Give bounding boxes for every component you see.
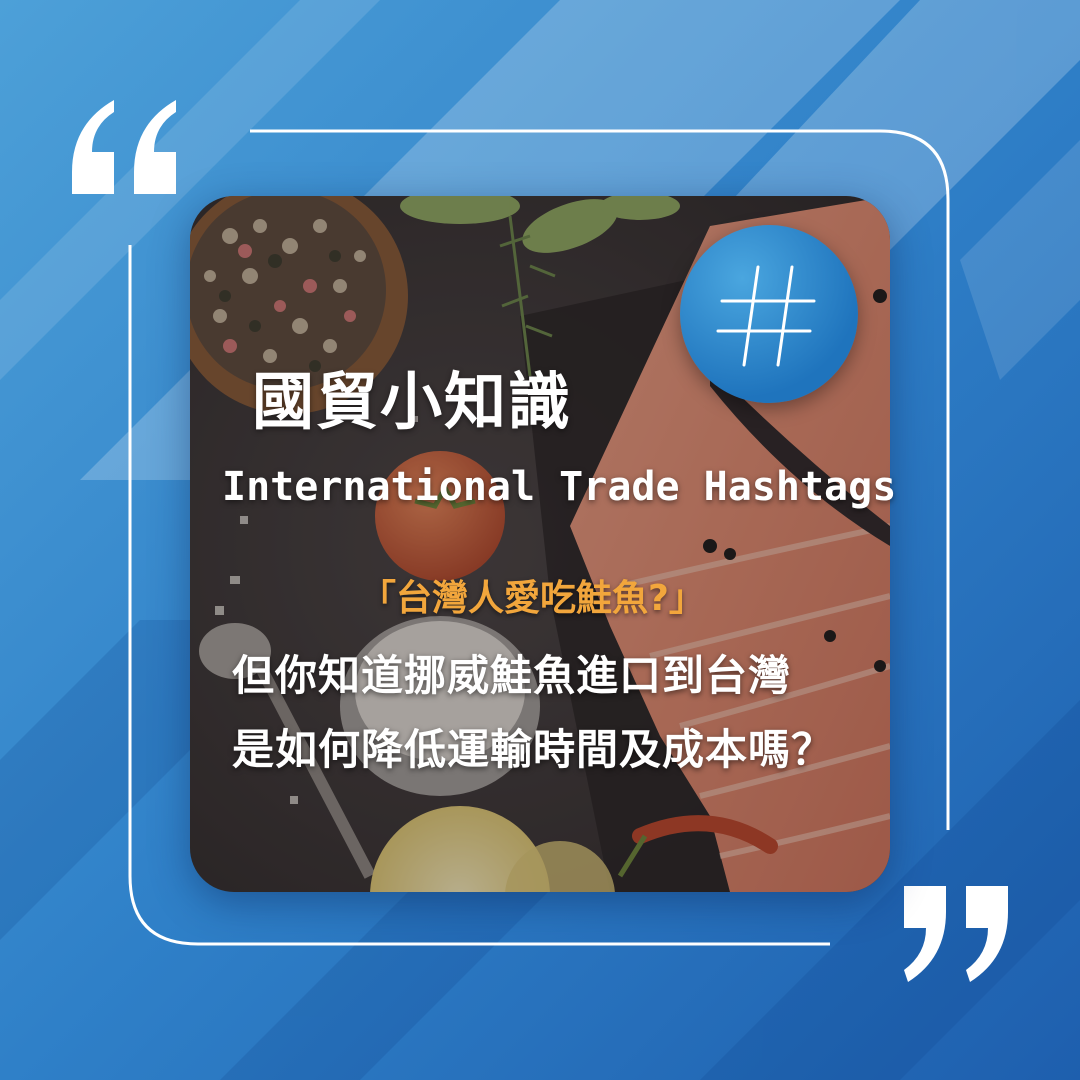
body-text-line-2: 是如何降低運輸時間及成本嗎？ [232,725,835,774]
close-quote-icon [904,886,1008,982]
title-english: International Trade Hashtags [222,464,897,510]
hashtag-badge [680,225,858,403]
highlight-question: 「台灣人愛吃鮭魚?」 [360,578,705,619]
title-chinese: 國貿小知識 [252,365,573,438]
open-quote-icon [72,100,176,194]
body-text-line-1: 但你知道挪威鮭魚進口到台灣 [232,651,792,700]
hashtag-icon [716,265,816,367]
